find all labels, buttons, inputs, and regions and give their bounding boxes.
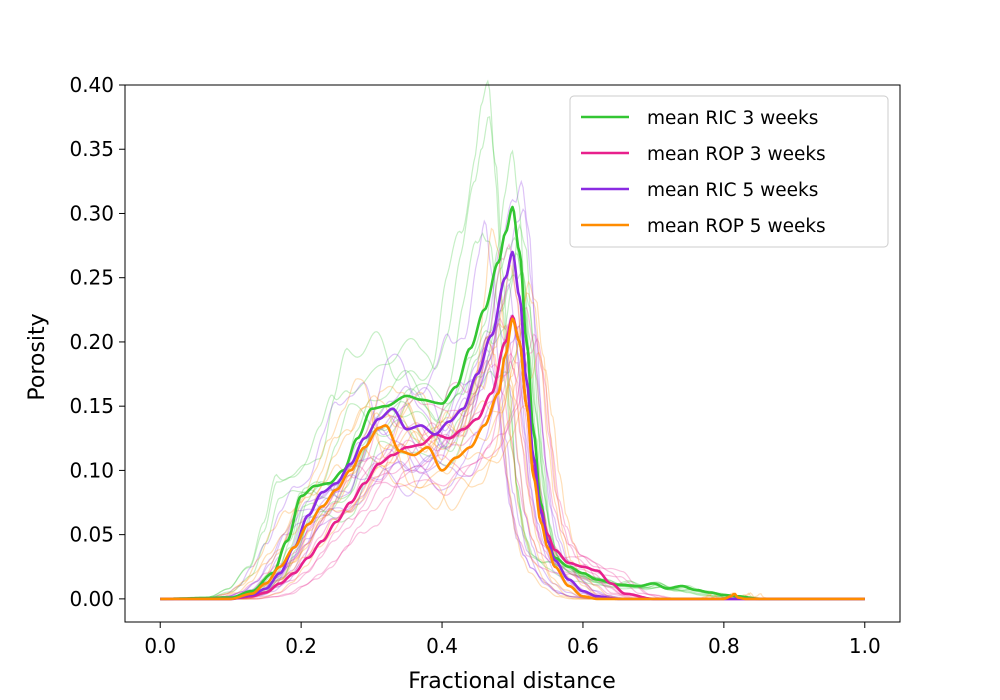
x-tick-label: 0.2 [285, 634, 317, 658]
y-tick-label: 0.30 [69, 201, 114, 225]
legend-label: mean RIC 5 weeks [647, 180, 818, 201]
sample-line [160, 357, 865, 600]
x-axis: 0.0 0.2 0.4 0.6 0.8 1.0 [144, 622, 881, 658]
y-tick-label: 0.15 [69, 394, 114, 418]
y-tick-label: 0.40 [69, 73, 114, 97]
x-tick-label: 1.0 [849, 634, 881, 658]
legend-label: mean RIC 3 weeks [647, 108, 818, 129]
y-tick-label: 0.10 [69, 458, 114, 482]
legend-label: mean ROP 3 weeks [647, 144, 826, 165]
y-tick-label: 0.00 [69, 587, 114, 611]
x-tick-label: 0.4 [426, 634, 458, 658]
legend-box [569, 95, 889, 248]
x-tick-label: 0.8 [708, 634, 740, 658]
series-line [160, 317, 865, 601]
sample-line [160, 331, 865, 600]
sample-line [160, 280, 865, 600]
x-axis-title: Fractional distance [408, 669, 616, 694]
legend-label: mean ROP 5 weeks [647, 216, 826, 237]
x-tick-label: 0.0 [144, 634, 176, 658]
series-line [160, 205, 865, 601]
plot-frame [124, 84, 901, 623]
sample-line [160, 337, 865, 600]
legend: mean RIC 3 weeks mean ROP 3 weeks mean RIC… [569, 95, 889, 248]
mean-series-lines [160, 205, 865, 601]
sample-line [160, 227, 865, 600]
y-axis: 0.00 0.05 0.10 0.15 0.20 0.25 0.30 0.35 0.40 [69, 73, 125, 611]
y-axis-title: Porosity [25, 313, 50, 400]
y-tick-label: 0.35 [69, 137, 114, 161]
sample-line [160, 292, 865, 600]
sample-line [160, 336, 865, 600]
y-tick-label: 0.25 [69, 266, 114, 290]
y-tick-label: 0.20 [69, 330, 114, 354]
y-tick-label: 0.05 [69, 523, 114, 547]
x-tick-label: 0.6 [567, 634, 599, 658]
